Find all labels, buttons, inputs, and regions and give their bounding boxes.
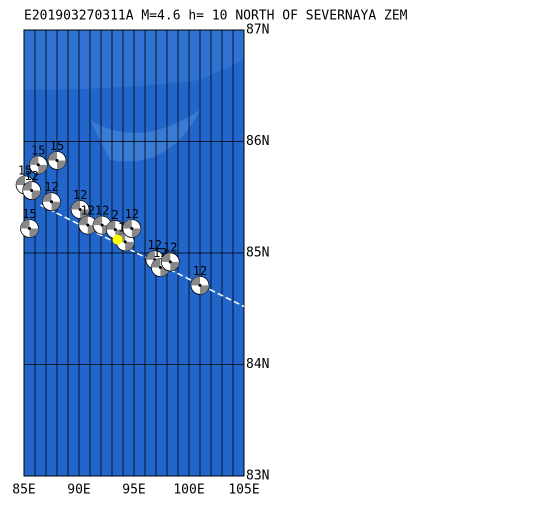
beachball-quadrant bbox=[42, 192, 61, 211]
lat-label: 87N bbox=[246, 23, 269, 38]
beachball bbox=[70, 200, 90, 219]
beachball-dot bbox=[123, 240, 127, 244]
beachball bbox=[190, 275, 210, 295]
map-frame bbox=[23, 29, 245, 477]
beachball-dot bbox=[50, 200, 53, 204]
lat-label: 83N bbox=[246, 469, 269, 484]
beachball-dot bbox=[113, 228, 117, 232]
beachball bbox=[122, 219, 142, 238]
event-label: 2 bbox=[112, 208, 119, 222]
beachball-dot bbox=[30, 189, 34, 193]
event-label: 12 bbox=[125, 207, 139, 221]
beachball-dot bbox=[168, 260, 172, 264]
lat-label: 86N bbox=[246, 134, 269, 149]
beachball-quadrant bbox=[122, 219, 141, 238]
beachball bbox=[28, 155, 48, 175]
beachball bbox=[78, 215, 98, 235]
event-label: 15 bbox=[50, 139, 64, 153]
beachball-quadrant bbox=[20, 219, 39, 238]
beachball-dot bbox=[130, 226, 134, 230]
event-label: 15 bbox=[31, 143, 45, 157]
lon-label: 85E bbox=[12, 483, 35, 498]
event-label: 12 bbox=[81, 204, 95, 218]
beachball bbox=[22, 181, 42, 200]
beachball-quadrant bbox=[71, 200, 90, 219]
beachball-dot bbox=[100, 223, 104, 227]
lon-label: 90E bbox=[67, 483, 90, 498]
beachball bbox=[160, 252, 180, 272]
lon-label: 105E bbox=[228, 483, 259, 498]
event-label: 12 bbox=[163, 240, 177, 254]
beachball-dot bbox=[198, 283, 202, 287]
beachball-dot bbox=[78, 208, 82, 212]
trench bbox=[40, 204, 245, 308]
beachball-quadrant bbox=[22, 181, 41, 200]
beachball-dot bbox=[86, 223, 90, 227]
lon-label: 100E bbox=[173, 483, 204, 498]
event-label: 12 bbox=[193, 264, 207, 278]
event-label: 15 bbox=[22, 207, 36, 221]
title: E201903270311A M=4.6 h= 10 NORTH OF SEVE… bbox=[24, 9, 408, 24]
event-label: 12 bbox=[95, 204, 109, 218]
lat-label: 84N bbox=[246, 357, 269, 372]
lon-label: 95E bbox=[122, 483, 145, 498]
beachball-dot bbox=[28, 226, 31, 230]
event-label: 15 bbox=[18, 163, 32, 177]
beachball-quadrant bbox=[191, 276, 209, 295]
beachball-dot bbox=[55, 158, 59, 162]
beachball-dot bbox=[36, 163, 40, 167]
beachball bbox=[42, 192, 61, 212]
beachball-quadrant bbox=[151, 258, 170, 277]
event-label: 12 bbox=[24, 169, 38, 183]
event-label: 12 bbox=[44, 180, 58, 194]
beachball-quadrant bbox=[161, 252, 180, 271]
beachball-quadrant bbox=[106, 220, 125, 239]
beachball bbox=[20, 219, 39, 238]
event-label: 12 bbox=[148, 238, 162, 252]
beachball bbox=[47, 151, 67, 170]
beachball-quadrant bbox=[29, 155, 48, 174]
lat-label: 85N bbox=[246, 246, 269, 261]
beachball-quadrant bbox=[48, 151, 66, 170]
beachball-dot bbox=[158, 265, 162, 269]
epicenter bbox=[112, 234, 123, 245]
event-label: 12 bbox=[73, 188, 87, 202]
beachball-quadrant bbox=[78, 216, 97, 235]
